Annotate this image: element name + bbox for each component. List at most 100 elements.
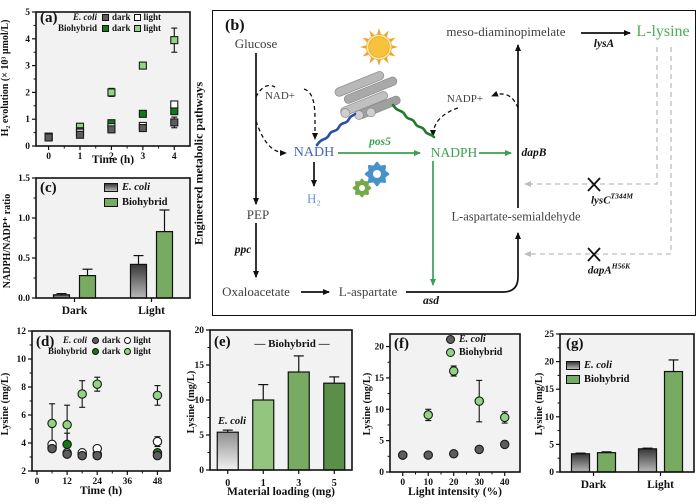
legend-marker-biohybrid_light: [123, 347, 131, 355]
panel-a: 0 1 2 3 4 0 1 2 3 4 5 (a) E. coli dark light Biohybri…: [0, 0, 202, 172]
node-pep: PEP: [246, 207, 270, 222]
enzyme-lysA: lysA: [593, 38, 615, 50]
legend-entry-label: E. coli: [122, 182, 150, 193]
svg-text:3: 3: [140, 152, 145, 160]
svg-text:0: 0: [199, 466, 204, 476]
svg-text:12: 12: [17, 327, 27, 337]
svg-text:1: 1: [78, 152, 83, 160]
node-l-aspartate-semialdehyde: L-aspartate-semialdehyde: [451, 209, 581, 224]
legend-light-label: light: [143, 12, 162, 22]
legend-g: E. coli Biohybrid: [566, 360, 630, 385]
svg-text:0: 0: [379, 468, 384, 478]
panel-letter-d: (d): [36, 334, 55, 350]
svg-text:0: 0: [46, 152, 51, 160]
svg-text:8: 8: [21, 383, 26, 393]
node-l-aspartate: L-aspartate: [338, 284, 398, 299]
node-oxaloacetate: Oxaloacetate: [222, 284, 290, 299]
svg-text:24: 24: [92, 477, 102, 486]
legend-marker-ecoli_dark: [446, 335, 455, 344]
legend-entry: Biohybrid: [566, 374, 630, 385]
legend-marker-biohybrid_light: [446, 348, 455, 357]
svg-text:0: 0: [400, 478, 405, 486]
mutant-lysC-gene: lysC: [590, 194, 611, 207]
node-nadp: NADP+: [446, 93, 484, 105]
mutant-dapA-sup: H56K: [611, 261, 631, 271]
svg-text:1: 1: [25, 115, 30, 125]
legend-light-label: light: [133, 335, 152, 345]
svg-text:40: 40: [500, 478, 510, 486]
svg-text:12: 12: [62, 477, 72, 486]
svg-text:15: 15: [375, 374, 385, 384]
legend-entry: E. coli: [446, 334, 502, 345]
svg-text:5: 5: [379, 437, 384, 447]
svg-text:Dark: Dark: [581, 479, 607, 491]
mutant-dapA-gene: dapA: [587, 264, 612, 277]
legend-d: E. coli dark light Biohybrid dark light: [48, 335, 151, 356]
svg-text:2: 2: [109, 152, 114, 160]
legend-marker-green: [566, 375, 580, 384]
y-axis-label-d: Lysine (mg/L): [0, 372, 11, 436]
node-nadh: NADH: [293, 145, 335, 160]
svg-text:20: 20: [195, 326, 205, 336]
pathway-canvas: [253, 28, 672, 295]
svg-text:25: 25: [545, 330, 555, 340]
x-axis-label-d: Time (h): [79, 485, 123, 497]
legend-marker-gray_gradient: [566, 361, 580, 370]
node-nad: NAD+: [264, 90, 296, 102]
panel-letter-f: (f): [394, 336, 409, 352]
legend-entry-label: E. coli: [584, 360, 612, 371]
legend-marker-ecoli_dark: [92, 336, 100, 344]
legend-entry-label: Biohybrid: [122, 197, 168, 208]
legend-marker-gray_gradient: [104, 183, 118, 192]
legend-marker-biohybrid_light: [133, 24, 141, 32]
svg-text:4: 4: [21, 439, 26, 449]
panel-g: 0 5 10 15 20 25 Dark Light (g) E. coli Biohybrid…: [528, 322, 700, 504]
panel-letter-c: (c): [40, 180, 57, 196]
svg-text:0.5: 0.5: [18, 254, 30, 264]
svg-text:0: 0: [225, 478, 230, 486]
svg-text:0: 0: [25, 142, 30, 152]
svg-text:5: 5: [332, 478, 337, 486]
chart-canvas-e: 0 5 10 15 20 0 1 3 5: [195, 326, 353, 489]
legend-series-name: Biohybrid: [58, 23, 98, 33]
legend-entry: Biohybrid: [446, 347, 502, 358]
enzyme-dapB: dapB: [521, 147, 547, 159]
svg-text:4: 4: [25, 35, 30, 45]
chart-canvas-g: 0 5 10 15 20 25 Dark Light: [545, 330, 695, 491]
panel-letter-e: (e): [214, 334, 231, 350]
panel-e: 0 5 10 15 20 0 1 3 5 (e) — Biohybrid — E. coli M…: [182, 322, 358, 504]
svg-text:Dark: Dark: [62, 305, 88, 317]
svg-text:5: 5: [199, 431, 204, 441]
svg-text:1: 1: [261, 478, 266, 486]
svg-text:10: 10: [375, 405, 385, 415]
svg-text:10: 10: [17, 355, 27, 365]
svg-text:48: 48: [153, 477, 163, 486]
legend-entry-label: E. coli: [459, 334, 486, 345]
legend-light-label: light: [133, 346, 152, 356]
svg-text:20: 20: [449, 478, 459, 486]
panel-f: 0 10 20 30 40 0 5 10 15 20 (f) E. coli Biohybrid L…: [354, 322, 530, 504]
svg-text:2: 2: [21, 467, 26, 477]
legend-series-name: Biohybrid: [48, 346, 88, 356]
y-axis-label-f: Lysine (mg/L): [362, 372, 373, 436]
svg-text:10: 10: [545, 413, 555, 423]
node-nadph: NADPH: [430, 145, 478, 160]
panel-b: (b) Glucose NAD+ NADH H₂ PEP ppc Oxaloac…: [212, 10, 696, 316]
legend-series-name: E. coli: [63, 335, 88, 345]
legend-c: E. coli Biohybrid: [104, 182, 168, 208]
svg-text:Light: Light: [647, 479, 674, 491]
svg-text:4: 4: [172, 152, 177, 160]
svg-text:36: 36: [123, 477, 133, 486]
mutant-lysC-sup: T344M: [610, 191, 634, 201]
chart-canvas-f: 0 10 20 30 40 0 5 10 15 20: [375, 333, 521, 488]
legend-marker-ecoli_dark: [102, 13, 110, 21]
node-meso-diaminopimelate: meso-diaminopimelate: [446, 24, 566, 39]
legend-dark-label: dark: [102, 335, 121, 345]
nanorod-bundle-icon: [334, 71, 401, 120]
chart-canvas-a: 0 1 2 3 4 0 1 2 3 4 5: [25, 8, 191, 162]
mutant-lysC: lysCT344M: [591, 192, 633, 207]
svg-text:5: 5: [25, 8, 30, 18]
legend-entry-label: Biohybrid: [459, 347, 503, 358]
